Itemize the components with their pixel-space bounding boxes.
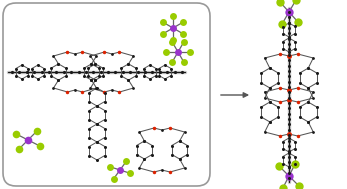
FancyBboxPatch shape — [3, 3, 210, 186]
